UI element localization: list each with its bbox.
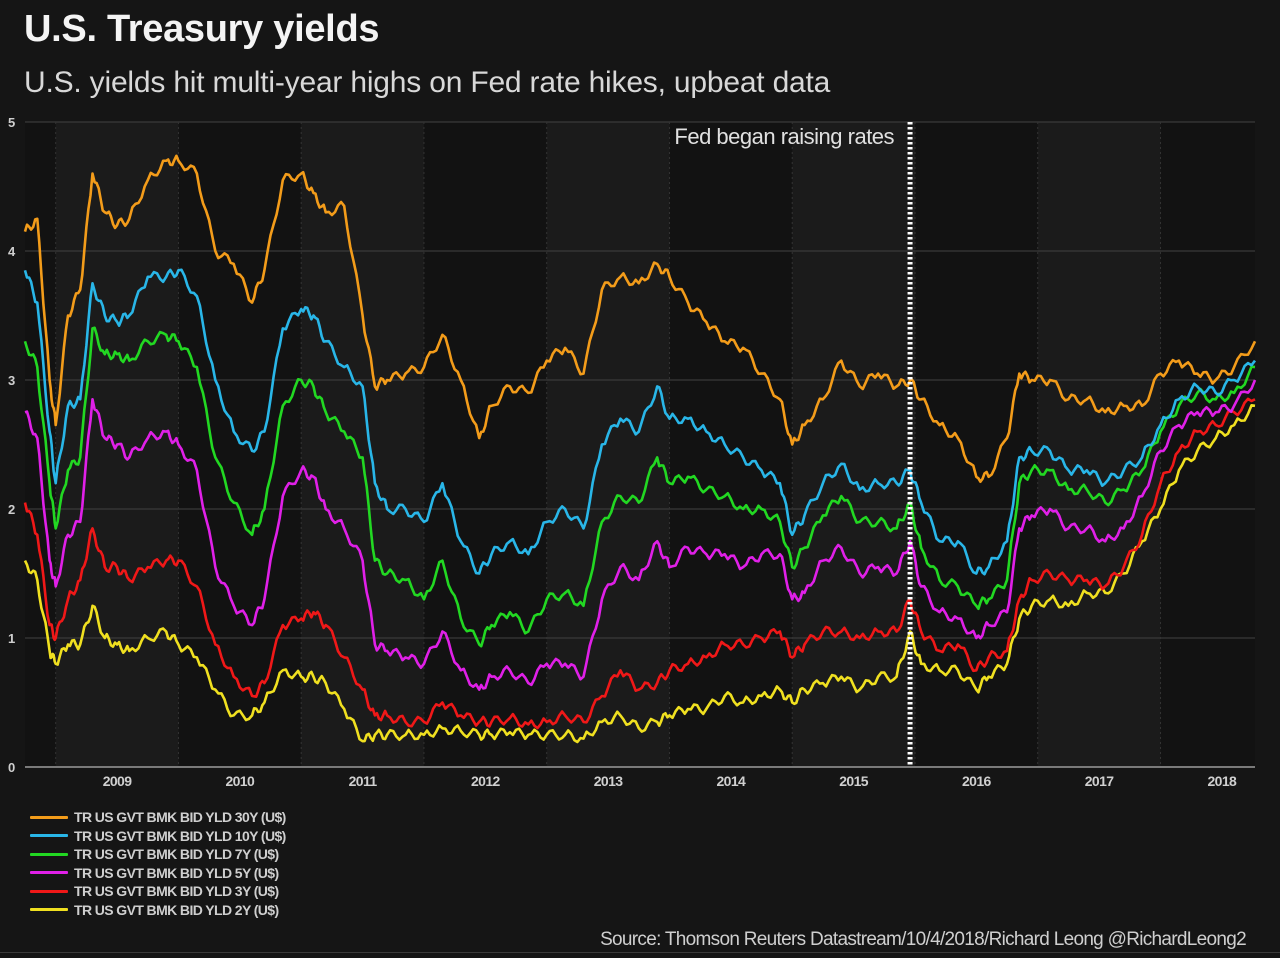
legend: TR US GVT BMK BID YLD 30Y (U$) TR US GVT… xyxy=(30,808,286,919)
y-axis-ticks: 0 1 2 3 4 5 xyxy=(8,115,16,775)
x-tick-label: 2016 xyxy=(962,773,992,789)
legend-label: TR US GVT BMK BID YLD 3Y (U$) xyxy=(74,883,279,900)
x-tick-label: 2011 xyxy=(349,773,378,789)
legend-item: TR US GVT BMK BID YLD 10Y (U$) xyxy=(30,827,286,846)
legend-swatch xyxy=(30,871,68,875)
legend-swatch xyxy=(30,852,68,856)
series-lines xyxy=(23,154,1257,744)
legend-label: TR US GVT BMK BID YLD 30Y (U$) xyxy=(74,809,286,826)
legend-label: TR US GVT BMK BID YLD 7Y (U$) xyxy=(74,846,279,863)
legend-swatch xyxy=(30,834,68,838)
year-band xyxy=(423,122,547,767)
chart-subtitle: U.S. yields hit multi-year highs on Fed … xyxy=(24,66,831,99)
series-line-30y xyxy=(23,154,1257,483)
series-line-7y xyxy=(23,326,1256,648)
fed-hike-annotation: Fed began raising rates xyxy=(674,124,894,149)
legend-swatch xyxy=(30,815,68,819)
x-tick-label: 2012 xyxy=(471,773,501,789)
legend-swatch xyxy=(30,908,68,912)
x-tick-label: 2013 xyxy=(594,773,624,789)
series-line-10y xyxy=(23,268,1257,576)
x-tick-label: 2009 xyxy=(103,773,133,789)
x-tick-label: 2017 xyxy=(1085,773,1115,789)
legend-item: TR US GVT BMK BID YLD 7Y (U$) xyxy=(30,845,286,864)
legend-item: TR US GVT BMK BID YLD 3Y (U$) xyxy=(30,882,286,901)
y-tick-label: 5 xyxy=(8,115,15,130)
x-tick-label: 2018 xyxy=(1207,773,1237,789)
legend-label: TR US GVT BMK BID YLD 2Y (U$) xyxy=(74,901,279,918)
series-line-3y xyxy=(23,397,1256,730)
bottom-divider xyxy=(0,952,1280,953)
legend-label: TR US GVT BMK BID YLD 5Y (U$) xyxy=(74,864,279,881)
year-band xyxy=(1160,122,1255,767)
legend-item: TR US GVT BMK BID YLD 5Y (U$) xyxy=(30,864,286,883)
y-tick-label: 3 xyxy=(8,373,15,388)
x-tick-label: 2015 xyxy=(839,773,869,789)
legend-item: TR US GVT BMK BID YLD 2Y (U$) xyxy=(30,901,286,920)
y-tick-label: 4 xyxy=(8,244,16,259)
year-band xyxy=(669,122,793,767)
series-line-2y xyxy=(23,404,1256,744)
legend-item: TR US GVT BMK BID YLD 30Y (U$) xyxy=(30,808,286,827)
chart-title: U.S. Treasury yields xyxy=(24,8,380,50)
year-bands xyxy=(25,122,1255,767)
year-band xyxy=(914,122,1038,767)
y-tick-label: 1 xyxy=(8,631,15,646)
x-tick-label: 2010 xyxy=(225,773,255,789)
y-tick-label: 2 xyxy=(8,502,15,517)
x-tick-label: 2014 xyxy=(716,773,746,789)
y-tick-label: 0 xyxy=(8,760,15,775)
series-line-5y xyxy=(24,379,1257,691)
legend-swatch xyxy=(30,889,68,893)
source-credit: Source: Thomson Reuters Datastream/10/4/… xyxy=(600,929,1247,950)
x-axis-ticks: 2009 2010 2011 2012 2013 2014 2015 2016 2017 2018 xyxy=(103,773,1238,789)
legend-label: TR US GVT BMK BID YLD 10Y (U$) xyxy=(74,827,286,844)
